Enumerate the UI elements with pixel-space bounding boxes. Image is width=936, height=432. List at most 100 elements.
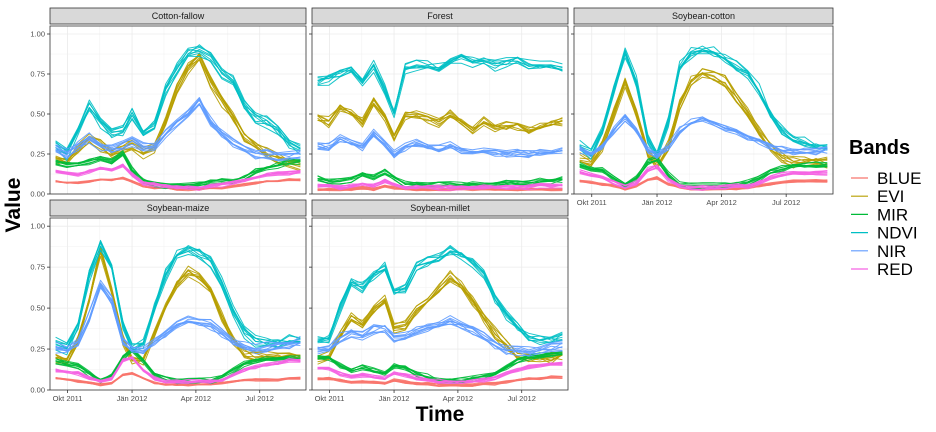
series-line-mir <box>55 153 301 187</box>
series-red <box>55 163 301 191</box>
x-tick-label: Okt 2011 <box>53 394 83 403</box>
series-ndvi <box>55 239 301 356</box>
facet-strip <box>573 7 834 25</box>
x-tick-label: Okt 2011 <box>577 198 607 207</box>
panel-border <box>573 25 834 195</box>
series-line-nir <box>55 286 301 352</box>
series-line-ndvi <box>579 46 828 153</box>
series-line-nir <box>579 115 828 156</box>
series-red <box>55 355 301 384</box>
series-ndvi <box>579 45 828 160</box>
legend-label: RED <box>877 260 913 279</box>
legend-item-evi: EVI <box>851 187 904 206</box>
y-tick-label: 0.25 <box>30 345 45 354</box>
facet-strip-label: Soybean-maize <box>147 203 210 213</box>
panel-soybean-cotton: Soybean-cotton <box>571 7 834 197</box>
series-line-ndvi <box>317 58 563 113</box>
panel-soybean-millet: Soybean-millet <box>309 199 569 393</box>
series-line-evi <box>579 73 828 169</box>
series-ndvi <box>317 53 563 119</box>
series-line-ndvi <box>55 249 301 352</box>
facet-panels: Cotton-fallow 0.00 0.25 0.50 0.75 1.00 Forest S… <box>30 7 834 395</box>
x-tick-label: Apr 2012 <box>443 394 473 403</box>
x-axis-title: Time <box>416 403 465 426</box>
legend-label: NDVI <box>877 224 918 243</box>
legend-title: Bands <box>849 137 910 159</box>
panel-background <box>312 218 568 390</box>
series-line-ndvi <box>55 249 301 356</box>
series-line-blue <box>55 177 301 191</box>
x-tick-label: Jän 2012 <box>642 198 673 207</box>
series-line-nir <box>317 317 563 349</box>
series-line-evi <box>317 97 563 136</box>
series-line-mir <box>55 347 301 382</box>
series-line-red <box>317 182 563 190</box>
x-tick-label: Jul 2012 <box>508 394 536 403</box>
legend-item-ndvi: NDVI <box>851 224 918 243</box>
series-evi <box>317 97 563 142</box>
series-line-ndvi <box>55 52 301 155</box>
legend-item-mir: MIR <box>851 205 908 224</box>
facet-strip <box>49 7 307 25</box>
series-ndvi <box>55 44 301 162</box>
x-tick-label: Apr 2012 <box>181 394 211 403</box>
x-tick-label: Okt 2011 <box>315 394 345 403</box>
facet-strip-label: Forest <box>427 11 453 21</box>
series-line-ndvi <box>55 45 301 150</box>
series-nir <box>317 128 563 159</box>
legend-item-nir: NIR <box>851 242 906 261</box>
x-tick-label: Jän 2012 <box>379 394 410 403</box>
panel-soybean-maize: Soybean-maize 0.00 0.25 0.50 0.75 1.00 <box>30 199 307 395</box>
series-line-ndvi <box>317 54 563 114</box>
series-line-ndvi <box>317 61 563 119</box>
series-line-ndvi <box>55 48 301 155</box>
series-line-red <box>55 164 301 189</box>
series-line-nir <box>317 318 563 354</box>
legend-item-blue: BLUE <box>851 169 921 188</box>
series-line-ndvi <box>579 50 828 158</box>
series-line-blue <box>317 377 563 387</box>
series-line-red <box>55 357 301 383</box>
series-line-red <box>55 358 301 384</box>
facet-strip-label: Soybean-cotton <box>672 11 735 21</box>
series-line-evi <box>317 103 563 137</box>
y-tick-label: 0.50 <box>30 110 45 119</box>
series-line-nir <box>55 103 301 160</box>
series-line-evi <box>579 76 828 170</box>
series-line-blue <box>55 373 301 386</box>
y-tick-label: 0.00 <box>30 190 45 199</box>
y-tick-label: 0.00 <box>30 386 45 395</box>
series-line-mir <box>317 169 563 185</box>
series-line-nir <box>55 279 301 349</box>
series-line-nir <box>317 315 563 351</box>
facet-strip <box>311 7 569 25</box>
facet-strip-label: Soybean-millet <box>410 203 470 213</box>
series-line-mir <box>55 151 301 187</box>
panel-border <box>311 25 569 195</box>
series-ndvi <box>317 245 563 346</box>
panel-border <box>49 217 307 391</box>
series-line-nir <box>55 99 301 154</box>
series-line-mir <box>317 352 563 383</box>
series-line-nir <box>317 131 563 155</box>
series-nir <box>55 97 301 162</box>
series-line-nir <box>55 104 301 162</box>
series-line-nir <box>579 114 828 156</box>
series-line-ndvi <box>579 49 828 157</box>
series-line-ndvi <box>55 55 301 162</box>
panel-forest: Forest <box>309 7 569 195</box>
y-tick-label: 0.75 <box>30 263 45 272</box>
series-line-evi <box>317 104 563 140</box>
series-line-blue <box>317 376 563 387</box>
series-line-nir <box>55 282 301 350</box>
series-nir <box>579 114 828 159</box>
series-line-ndvi <box>55 242 301 350</box>
panel-border <box>311 217 569 391</box>
series-nir <box>317 315 563 357</box>
series-red <box>579 164 828 191</box>
series-line-red <box>317 180 563 188</box>
y-tick-label: 1.00 <box>30 30 45 39</box>
x-tick-label: Jul 2012 <box>772 198 800 207</box>
